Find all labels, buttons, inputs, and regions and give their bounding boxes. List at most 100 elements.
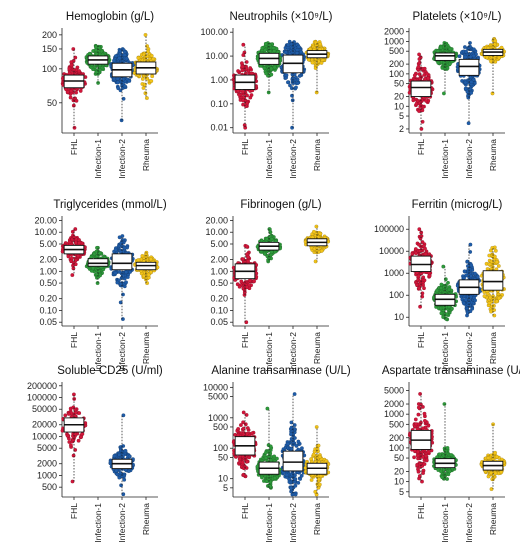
- data-point: [73, 258, 78, 263]
- data-point: [151, 57, 156, 61]
- data-point: [146, 49, 150, 54]
- data-point: [79, 434, 84, 439]
- data-point: [488, 295, 493, 300]
- data-point: [469, 90, 474, 95]
- data-point: [240, 460, 245, 465]
- data-point: [463, 80, 468, 85]
- data-point: [418, 282, 423, 287]
- data-point: [274, 456, 279, 461]
- panel-title: Fibrinogen (g/L): [240, 199, 321, 211]
- data-point: [492, 254, 497, 259]
- series-infection-2: [109, 47, 136, 123]
- data-point: [417, 109, 422, 114]
- data-point: [419, 234, 424, 238]
- data-point: [296, 480, 301, 485]
- data-point: [248, 95, 253, 100]
- data-point: [123, 84, 127, 89]
- y-tick-label: 2.00: [210, 255, 228, 265]
- data-point: [473, 271, 477, 276]
- data-point: [74, 90, 79, 95]
- y-tick-label: 10: [394, 477, 404, 487]
- data-point: [114, 468, 119, 473]
- series-infection-1: [84, 43, 112, 85]
- data-point: [236, 69, 241, 73]
- data-point: [73, 262, 78, 267]
- data-point: [233, 454, 238, 459]
- y-tick-label: 5.00: [39, 239, 57, 249]
- data-point: [240, 64, 245, 69]
- panel-title: Hemoglobin (g/L): [66, 11, 154, 23]
- data-point: [240, 68, 245, 73]
- y-tick-label: 5: [399, 487, 404, 497]
- data-point: [136, 55, 141, 60]
- data-point: [422, 278, 427, 283]
- y-tick-label: 100000: [374, 224, 404, 234]
- y-tick-label: 500: [389, 419, 404, 429]
- data-point: [74, 98, 79, 103]
- y-tick-label: 2000: [37, 459, 57, 469]
- y-tick-label: 100: [389, 69, 404, 79]
- data-point: [94, 70, 99, 75]
- data-point: [263, 41, 268, 46]
- x-tick-label: Rheuma: [488, 139, 498, 171]
- y-tick-label: 5000: [208, 392, 228, 402]
- data-point: [416, 469, 421, 474]
- data-point: [424, 454, 428, 459]
- data-point: [419, 126, 424, 131]
- data-point: [413, 417, 418, 422]
- data-point: [91, 266, 95, 271]
- data-point: [245, 252, 250, 257]
- data-point: [113, 271, 118, 275]
- y-tick-label: 0.10: [210, 99, 228, 109]
- data-point: [247, 278, 252, 283]
- data-point: [435, 288, 440, 293]
- data-point: [67, 240, 72, 245]
- data-point: [70, 273, 75, 278]
- data-point: [239, 61, 244, 66]
- y-tick-label: 100: [389, 443, 404, 453]
- data-point: [291, 76, 296, 81]
- data-point: [466, 95, 471, 100]
- data-point: [423, 246, 427, 251]
- data-point: [68, 443, 73, 448]
- box: [87, 258, 109, 267]
- y-tick-label: 10.00: [205, 227, 228, 237]
- x-tick-label: Rheuma: [141, 503, 151, 535]
- data-point: [63, 413, 68, 418]
- y-tick-label: 1000: [384, 36, 404, 46]
- data-point: [493, 248, 498, 253]
- y-tick-label: 150: [42, 44, 57, 54]
- data-point: [299, 49, 304, 54]
- y-tick-label: 100.00: [200, 27, 228, 37]
- x-tick-label: FHL: [240, 332, 250, 348]
- data-point: [445, 445, 450, 450]
- data-point: [269, 66, 274, 71]
- y-tick-label: 100: [42, 64, 57, 74]
- y-tick-label: 1.00: [39, 266, 57, 276]
- data-point: [98, 68, 102, 73]
- data-point: [423, 252, 428, 257]
- data-point: [317, 482, 322, 487]
- data-point: [241, 98, 246, 103]
- data-point: [485, 55, 489, 60]
- y-tick-label: 50: [47, 98, 57, 108]
- data-point: [284, 73, 289, 78]
- y-tick-label: 5000: [37, 443, 57, 453]
- data-point: [415, 449, 420, 454]
- data-point: [448, 47, 453, 52]
- data-point: [422, 462, 427, 467]
- data-point: [140, 76, 145, 81]
- y-tick-label: 100000: [27, 393, 57, 403]
- data-point: [113, 247, 118, 252]
- data-point: [238, 423, 243, 428]
- data-point: [439, 311, 444, 316]
- data-point: [115, 280, 120, 285]
- data-point: [423, 77, 427, 82]
- data-point: [112, 453, 117, 458]
- data-point: [416, 405, 421, 410]
- data-point: [119, 118, 124, 123]
- data-point: [71, 453, 76, 458]
- data-point: [115, 76, 120, 81]
- y-tick-label: 10: [394, 101, 404, 111]
- data-point: [272, 49, 277, 54]
